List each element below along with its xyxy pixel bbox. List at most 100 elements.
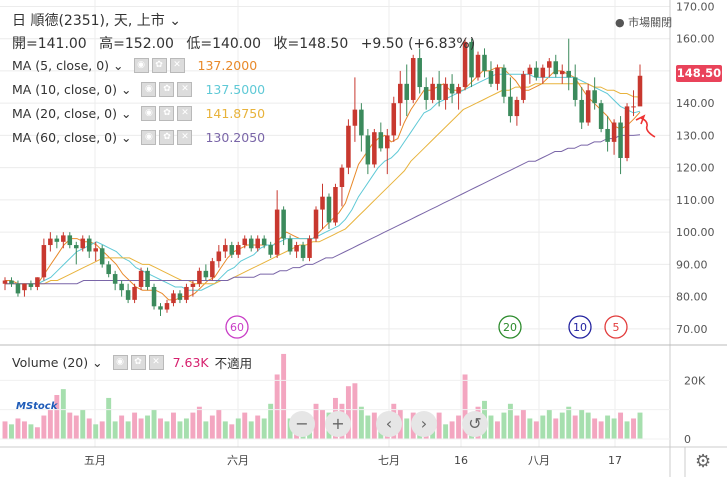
chevron-down-icon[interactable]: ⌄ bbox=[117, 130, 132, 145]
volume-bar bbox=[520, 409, 526, 439]
ma60-legend[interactable]: MA (60, close, 0) ⌄ ◉ ✿ ✕ 130.2050 bbox=[12, 130, 265, 145]
eye-icon[interactable]: ◉ bbox=[141, 130, 157, 145]
close-icon[interactable]: ✕ bbox=[177, 82, 193, 97]
volume-bar bbox=[183, 418, 189, 439]
event-marker-label: 60 bbox=[230, 321, 244, 334]
chevron-down-icon[interactable]: ⌄ bbox=[117, 106, 132, 121]
candle-body bbox=[281, 209, 286, 239]
candle-body bbox=[190, 283, 196, 287]
candle-body bbox=[359, 109, 364, 136]
eye-icon[interactable]: ◉ bbox=[141, 106, 157, 121]
volume-bar bbox=[605, 415, 611, 439]
ma5-legend[interactable]: MA (5, close, 0) ⌄ ◉ ✿ ✕ 137.2000 bbox=[12, 58, 257, 73]
zoom-out-button[interactable]: − bbox=[289, 411, 315, 437]
candle-body bbox=[158, 306, 163, 310]
volume-bar bbox=[436, 412, 442, 439]
ma5-label: MA (5, close, 0) bbox=[12, 58, 110, 73]
eye-icon[interactable]: ◉ bbox=[112, 355, 128, 370]
close-value: 收=148.50 bbox=[273, 36, 349, 52]
candle-body bbox=[385, 135, 390, 149]
volume-bar bbox=[21, 421, 27, 439]
candle-body bbox=[352, 109, 358, 126]
candle-body bbox=[171, 293, 176, 304]
candle-body bbox=[119, 283, 124, 291]
chevron-down-icon[interactable]: ⌄ bbox=[109, 58, 124, 73]
gear-icon[interactable]: ✿ bbox=[130, 355, 146, 370]
ohlc-readout: 開=141.00 高=152.00 低=140.00 收=148.50 +9.5… bbox=[12, 33, 483, 53]
volume-bar bbox=[67, 412, 73, 439]
candle-body bbox=[9, 280, 14, 284]
candle-body bbox=[592, 90, 597, 104]
candle-body bbox=[93, 248, 98, 252]
volume-bar bbox=[313, 403, 319, 439]
candle-body bbox=[80, 238, 86, 249]
volume-bar bbox=[235, 418, 241, 439]
volume-bar bbox=[171, 412, 176, 439]
reset-button[interactable]: ↺ bbox=[462, 411, 488, 437]
candle-body bbox=[559, 70, 565, 75]
price-tick-label: 110.00 bbox=[676, 194, 715, 207]
close-icon[interactable]: ✕ bbox=[177, 130, 193, 145]
candle-body bbox=[138, 270, 144, 287]
scroll-left-button[interactable]: ‹ bbox=[376, 411, 402, 437]
candle-body bbox=[248, 238, 254, 249]
volume-bar bbox=[579, 409, 585, 439]
candle-body bbox=[449, 83, 455, 94]
candle-body bbox=[462, 41, 468, 88]
scroll-right-button[interactable]: › bbox=[411, 411, 437, 437]
volume-bar bbox=[371, 412, 377, 439]
candle-body bbox=[35, 277, 40, 287]
event-marker-label: 20 bbox=[503, 321, 517, 334]
volume-bar bbox=[637, 412, 643, 439]
volume-bar bbox=[404, 418, 410, 439]
ma20-legend[interactable]: MA (20, close, 0) ⌄ ◉ ✿ ✕ 141.8750 bbox=[12, 106, 265, 121]
gear-icon[interactable]: ✿ bbox=[159, 106, 175, 121]
ma10-legend[interactable]: MA (10, close, 0) ⌄ ◉ ✿ ✕ 137.5000 bbox=[12, 82, 265, 97]
high-value: 高=152.00 bbox=[99, 36, 174, 52]
volume-bar bbox=[93, 424, 99, 439]
close-icon[interactable]: ✕ bbox=[177, 106, 193, 121]
candle-body bbox=[151, 286, 157, 307]
candle-body bbox=[48, 238, 53, 246]
gear-icon[interactable]: ✿ bbox=[159, 130, 175, 145]
price-tick-label: 80.00 bbox=[676, 291, 708, 304]
candle-body bbox=[365, 135, 371, 165]
volume-legend[interactable]: Volume (20) ⌄ ◉ ✿ ✕ 7.63K 不適用 bbox=[12, 353, 252, 372]
volume-bar bbox=[358, 406, 364, 439]
candle-body bbox=[501, 67, 507, 97]
candle-body bbox=[346, 125, 351, 168]
chevron-down-icon[interactable]: ⌄ bbox=[88, 355, 103, 370]
close-icon[interactable]: ✕ bbox=[148, 355, 164, 370]
candle-body bbox=[326, 196, 332, 223]
volume-bar bbox=[546, 409, 552, 439]
zoom-in-button[interactable]: + bbox=[325, 411, 351, 437]
volume-bar bbox=[488, 415, 494, 439]
volume-bar bbox=[132, 412, 138, 439]
ma60-value: 130.2050 bbox=[205, 130, 266, 145]
gear-icon[interactable]: ✿ bbox=[151, 58, 167, 73]
eye-icon[interactable]: ◉ bbox=[133, 58, 149, 73]
volume-bar bbox=[60, 389, 66, 439]
volume-bar bbox=[592, 418, 598, 439]
candle-body bbox=[145, 270, 150, 287]
stock-title[interactable]: 順德(2351), 天, 上市 bbox=[30, 13, 165, 29]
candle-body bbox=[261, 238, 267, 246]
volume-bar bbox=[533, 421, 539, 439]
candle-body bbox=[547, 61, 552, 68]
eye-icon[interactable]: ◉ bbox=[141, 82, 157, 97]
volume-bar bbox=[365, 415, 371, 439]
volume-bar bbox=[618, 412, 624, 439]
volume-bar bbox=[119, 415, 125, 439]
gear-icon[interactable]: ✿ bbox=[159, 82, 175, 97]
volume-bar bbox=[631, 418, 636, 439]
volume-bar bbox=[281, 353, 287, 439]
close-icon[interactable]: ✕ bbox=[169, 58, 185, 73]
chevron-down-icon[interactable]: ⌄ bbox=[169, 13, 181, 29]
price-tick-label: 160.00 bbox=[676, 33, 715, 46]
volume-bar bbox=[177, 421, 183, 439]
candle-body bbox=[404, 83, 410, 100]
gear-icon[interactable]: ⚙ bbox=[695, 451, 712, 472]
chevron-down-icon[interactable]: ⌄ bbox=[117, 82, 132, 97]
volume-bar bbox=[540, 415, 546, 439]
